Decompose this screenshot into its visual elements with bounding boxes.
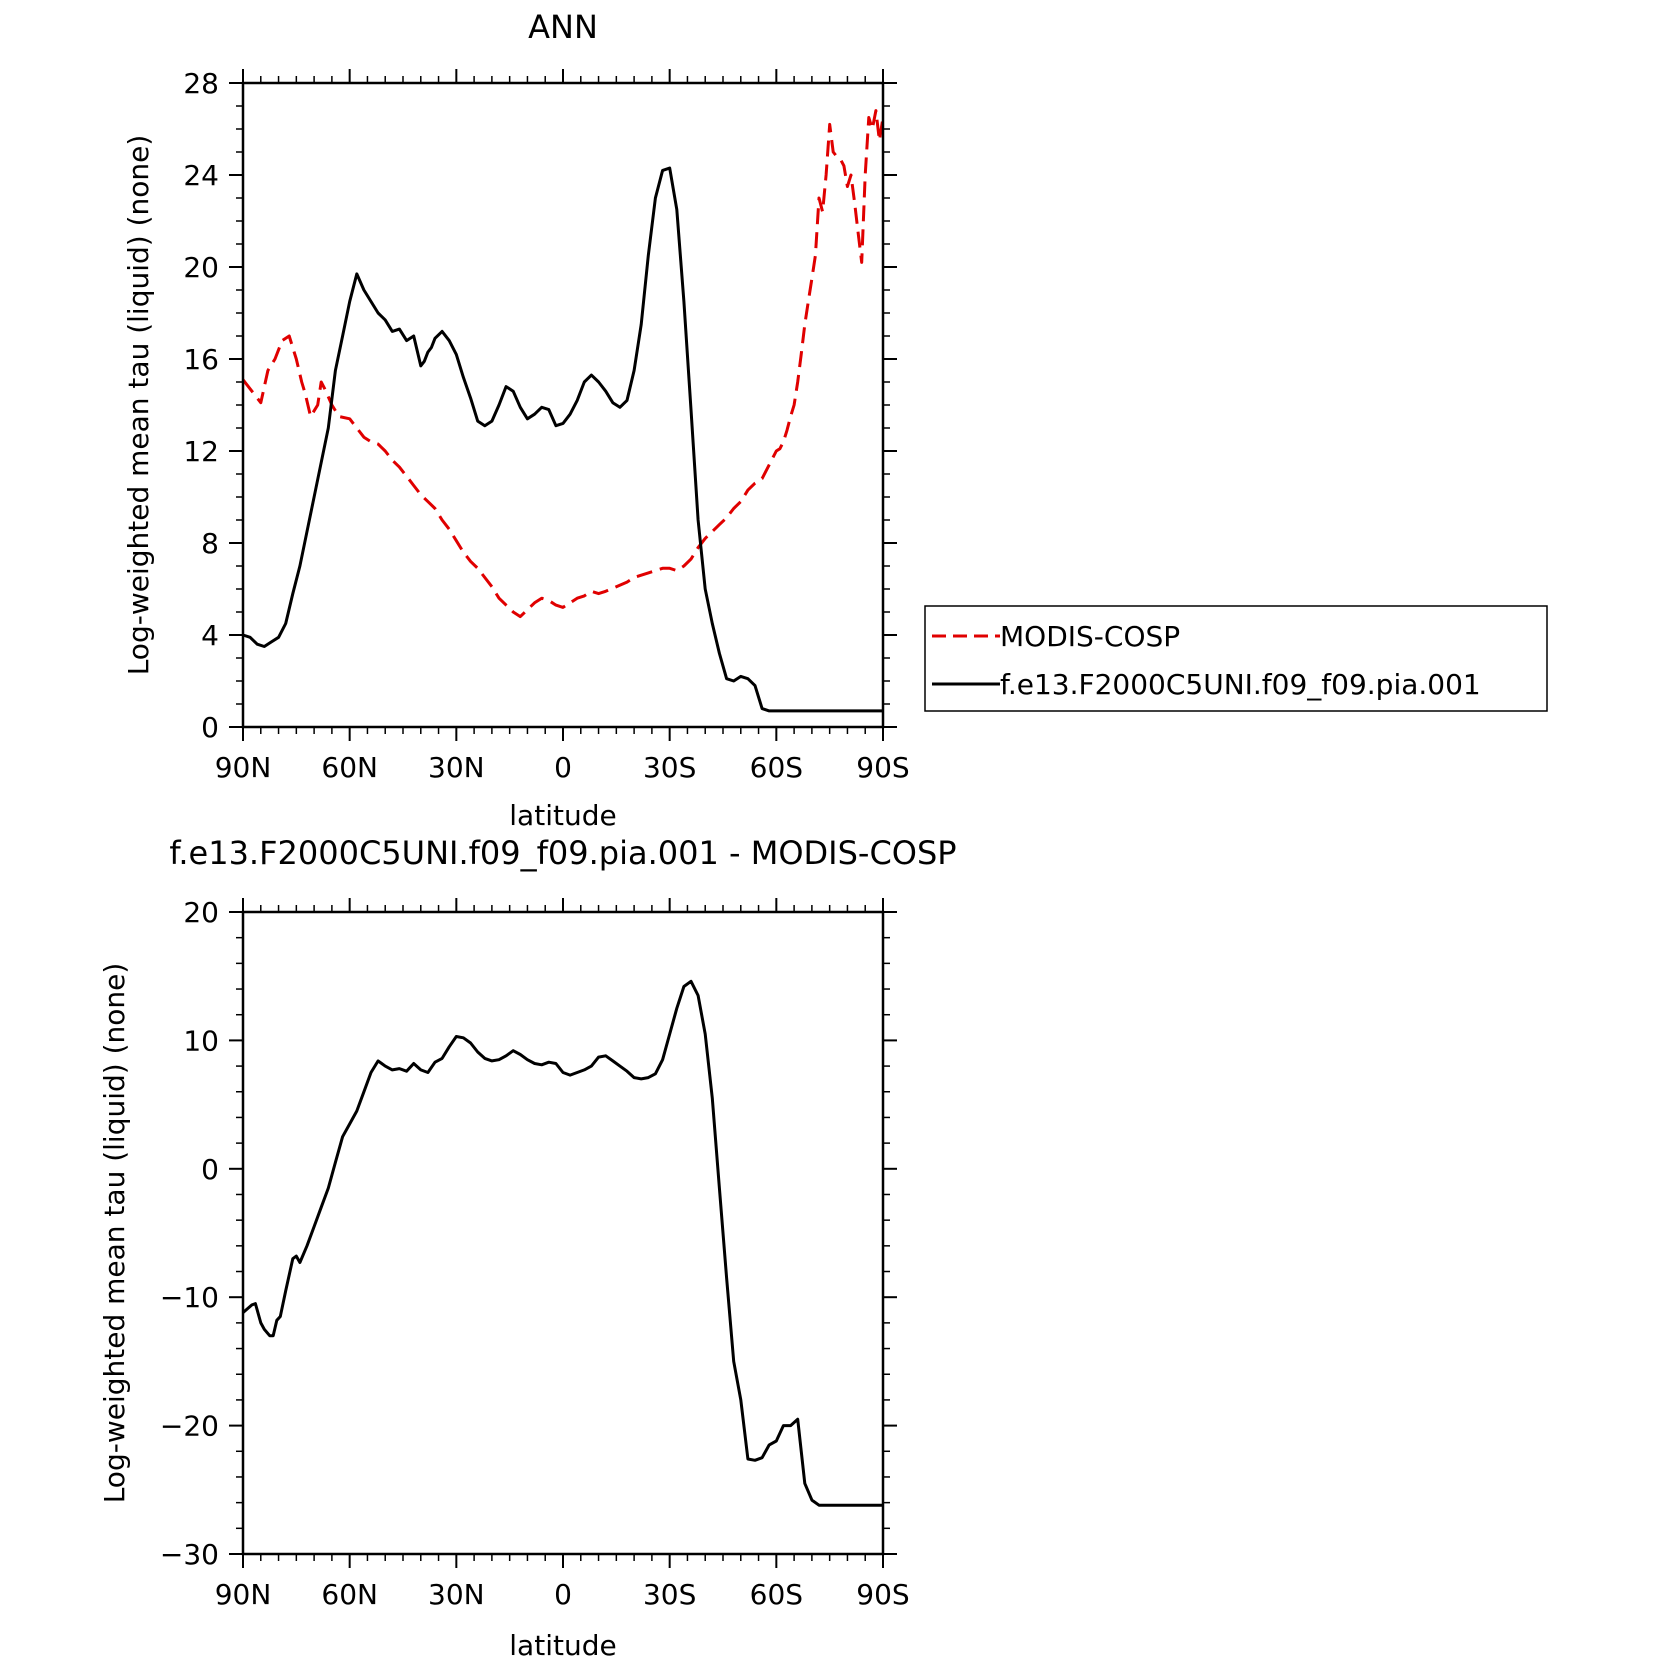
top-series-modis-cosp-line <box>241 109 885 619</box>
top-x-tick-label: 30N <box>428 751 485 784</box>
bottom-tick-labels: 90N 60N 30N 0 30S 60S 90S −30 −20 −10 0 10 20 <box>160 896 910 1611</box>
top-panel: ANN 90N 60N 30N 0 30S 60S 90S 0 4 8 12 16 20 24 28 lat… <box>122 8 910 832</box>
legend-label-model: f.e13.F2000C5UNI.f09_f09.pia.001 <box>1000 668 1481 701</box>
bottom-y-tick-label: 0 <box>201 1153 219 1186</box>
bottom-series-difference-line <box>242 979 883 1507</box>
top-y-tick-label: 12 <box>183 435 219 468</box>
top-plot-frame <box>241 81 885 729</box>
legend: MODIS-COSP f.e13.F2000C5UNI.f09_f09.pia.… <box>924 605 1548 712</box>
top-y-tick-label: 4 <box>201 619 219 652</box>
bottom-series-group <box>242 979 883 1507</box>
top-x-tick-label: 60N <box>321 751 378 784</box>
bottom-y-tick-label: 20 <box>183 896 219 929</box>
top-y-tick-label: 24 <box>183 159 219 192</box>
top-x-tick-label: 90N <box>215 751 272 784</box>
legend-box <box>924 605 1548 712</box>
bottom-plot-frame <box>241 910 885 1556</box>
top-x-axis-label: latitude <box>509 799 616 832</box>
bottom-axes-ticks <box>229 898 897 1568</box>
bottom-panel: f.e13.F2000C5UNI.f09_f09.pia.001 - MODIS… <box>98 834 957 1662</box>
bottom-x-tick-label: 30S <box>643 1578 696 1611</box>
top-x-tick-label: 60S <box>750 751 803 784</box>
top-axes-ticks <box>229 69 897 741</box>
bottom-x-tick-label: 30N <box>428 1578 485 1611</box>
top-x-tick-label: 90S <box>856 751 909 784</box>
bottom-y-axis-label: Log-weighted mean tau (liquid) (none) <box>98 963 131 1504</box>
top-plot-title: ANN <box>528 8 598 46</box>
bottom-x-tick-label: 90S <box>856 1578 909 1611</box>
bottom-y-tick-label: 10 <box>183 1024 219 1057</box>
top-y-tick-label: 28 <box>183 67 219 100</box>
top-x-tick-label: 30S <box>643 751 696 784</box>
top-x-tick-label: 0 <box>554 751 572 784</box>
bottom-x-tick-label: 90N <box>215 1578 272 1611</box>
top-y-tick-label: 16 <box>183 343 219 376</box>
bottom-y-tick-label: −30 <box>160 1538 219 1571</box>
bottom-plot-title: f.e13.F2000C5UNI.f09_f09.pia.001 - MODIS… <box>169 834 956 872</box>
legend-label-modis: MODIS-COSP <box>1000 620 1180 653</box>
bottom-y-tick-label: −10 <box>160 1281 219 1314</box>
bottom-x-tick-label: 60N <box>321 1578 378 1611</box>
top-y-tick-label: 0 <box>201 711 219 744</box>
bottom-x-tick-label: 60S <box>750 1578 803 1611</box>
top-y-tick-label: 8 <box>201 527 219 560</box>
bottom-x-tick-label: 0 <box>554 1578 572 1611</box>
bottom-y-tick-label: −20 <box>160 1410 219 1443</box>
bottom-x-axis-label: latitude <box>509 1629 616 1662</box>
top-tick-labels: 90N 60N 30N 0 30S 60S 90S 0 4 8 12 16 20 24 28 <box>183 67 909 784</box>
top-series-group <box>241 109 885 713</box>
top-y-tick-label: 20 <box>183 251 219 284</box>
top-series-f-e13-f2000c5uni-f09-f09-pia-001-line <box>242 166 883 713</box>
top-y-axis-label: Log-weighted mean tau (liquid) (none) <box>122 135 155 676</box>
